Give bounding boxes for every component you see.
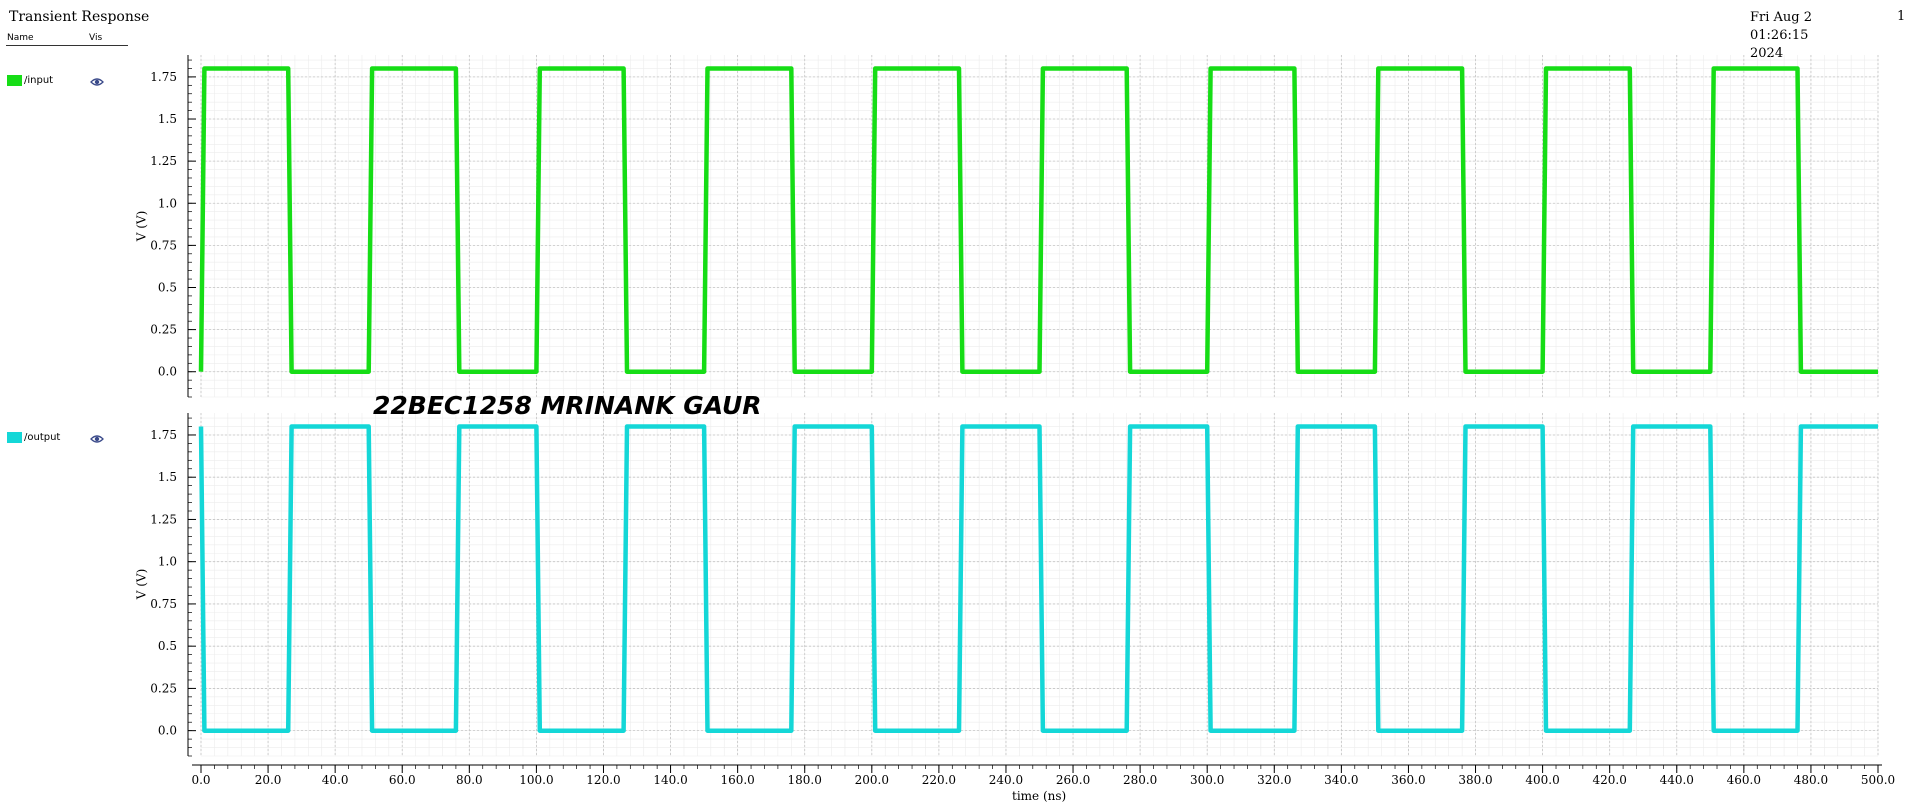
y-tick-label: 0.0 [158, 724, 177, 738]
y-tick-label: 0.75 [150, 238, 177, 252]
x-tick-label: 140.0 [653, 773, 687, 787]
y-tick-label: 0.25 [150, 323, 177, 337]
x-tick-label: 340.0 [1324, 773, 1358, 787]
x-tick-label: 480.0 [1794, 773, 1828, 787]
legend-name-header: Name [7, 33, 34, 43]
timestamp: Fri Aug 2 01:26:15 2024 [1750, 9, 1870, 63]
y-tick-label: 1.0 [158, 196, 177, 210]
y-tick-label: 0.0 [158, 365, 177, 379]
y-axis-label-input: V (V) [134, 210, 149, 242]
x-tick-label: 220.0 [922, 773, 956, 787]
series-line-input [198, 66, 1878, 374]
y-tick-label: 0.25 [150, 681, 177, 695]
x-tick-label: 60.0 [389, 773, 416, 787]
x-axis-label: time (ns) [1012, 789, 1067, 803]
x-tick-label: 380.0 [1458, 773, 1492, 787]
x-tick-label: 100.0 [519, 773, 553, 787]
legend-label-output: /output [24, 432, 61, 443]
timestamp-line-1: Fri Aug 2 01:26:15 [1750, 10, 1813, 43]
y-tick-label: 1.25 [150, 154, 177, 168]
x-tick-label: 320.0 [1257, 773, 1291, 787]
x-tick-label: 460.0 [1727, 773, 1761, 787]
y-tick-label: 1.75 [150, 428, 177, 442]
window-title: Transient Response [9, 9, 150, 25]
x-tick-label: 500.0 [1861, 773, 1895, 787]
y-tick-label: 1.25 [150, 512, 177, 526]
y-tick-label: 1.5 [158, 112, 177, 126]
x-tick-label: 420.0 [1593, 773, 1627, 787]
legend-item-input[interactable]: /input [7, 75, 53, 86]
x-tick-label: 260.0 [1056, 773, 1090, 787]
output-color-swatch [7, 432, 22, 443]
timestamp-line-2: 2024 [1750, 46, 1784, 61]
x-tick-label: 180.0 [788, 773, 822, 787]
y-tick-label: 0.5 [158, 280, 177, 294]
x-tick-label: 300.0 [1190, 773, 1224, 787]
x-tick-label: 0.0 [191, 773, 210, 787]
y-tick-label: 1.75 [150, 70, 177, 84]
x-tick-label: 400.0 [1525, 773, 1559, 787]
y-tick-label: 0.75 [150, 597, 177, 611]
legend-header: Name Vis [6, 31, 128, 46]
watermark-text: 22BEC1258 MRINANK GAUR [373, 391, 762, 420]
y-axis-label-output: V (V) [134, 568, 149, 600]
legend-vis-header: Vis [89, 33, 103, 43]
legend-label-input: /input [24, 75, 54, 86]
x-tick-label: 40.0 [322, 773, 349, 787]
page-number: 1 [1897, 9, 1906, 24]
legend-item-output[interactable]: /output [7, 432, 60, 443]
input-color-swatch [7, 75, 22, 86]
x-tick-label: 280.0 [1123, 773, 1157, 787]
x-tick-label: 440.0 [1660, 773, 1694, 787]
x-tick-label: 360.0 [1391, 773, 1425, 787]
x-tick-label: 240.0 [989, 773, 1023, 787]
x-tick-label: 20.0 [255, 773, 282, 787]
x-tick-label: 200.0 [855, 773, 889, 787]
x-tick-label: 80.0 [456, 773, 483, 787]
eye-icon[interactable] [90, 77, 104, 87]
eye-icon[interactable] [90, 434, 104, 444]
y-tick-label: 1.0 [158, 555, 177, 569]
x-tick-label: 160.0 [720, 773, 754, 787]
y-tick-label: 0.5 [158, 639, 177, 653]
series-line-output [198, 424, 1878, 733]
x-tick-label: 120.0 [586, 773, 620, 787]
y-tick-label: 1.5 [158, 470, 177, 484]
